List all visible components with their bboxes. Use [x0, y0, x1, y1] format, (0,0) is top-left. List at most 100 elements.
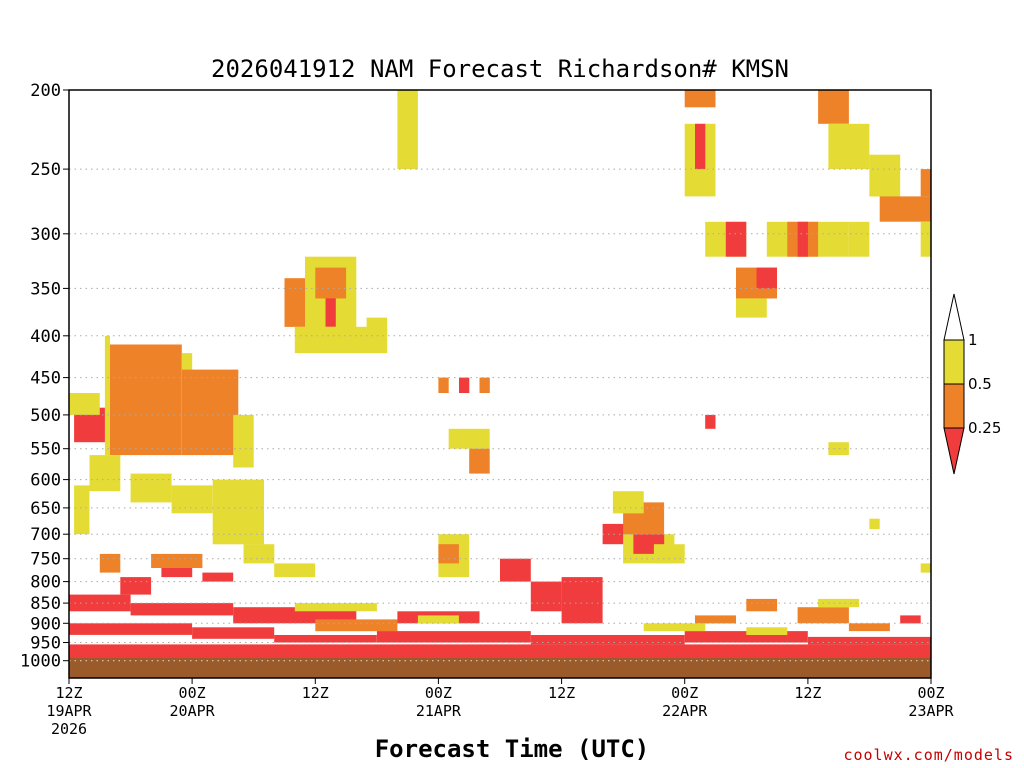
- y-tick-label-850: 850: [30, 594, 61, 614]
- richardson-cell-high: [448, 428, 490, 449]
- x-tick-label-7-line2: 23APR: [908, 702, 954, 720]
- richardson-cell-low: [797, 221, 808, 257]
- richardson-cell-mid: [110, 344, 182, 456]
- legend-swatch-mid: [943, 383, 965, 429]
- richardson-cell-mid: [848, 623, 890, 632]
- richardson-cell-low: [69, 623, 193, 635]
- chart-title: 2026041912 NAM Forecast Richardson# KMSN: [211, 55, 789, 83]
- richardson-cell-mid: [438, 377, 449, 393]
- richardson-cell-mid: [469, 448, 490, 474]
- y-tick-label-500: 500: [30, 406, 61, 426]
- richardson-cell-mid: [99, 553, 121, 573]
- x-tick-label-5-line1: 00Z: [671, 684, 698, 702]
- richardson-cell-high: [612, 491, 644, 514]
- x-tick-label-1-line1: 00Z: [179, 684, 206, 702]
- richardson-cell-mid: [684, 90, 716, 108]
- richardson-cell-mid: [438, 544, 459, 564]
- richardson-cell-high: [294, 603, 377, 612]
- richardson-cell-low: [900, 615, 921, 624]
- x-tick-label-5-line2: 22APR: [662, 702, 708, 720]
- richardson-cell-low: [192, 627, 275, 639]
- richardson-cell-low: [561, 577, 603, 624]
- legend-top-arrow: [943, 293, 965, 341]
- x-axis-label: Forecast Time (UTC): [375, 735, 650, 763]
- richardson-cell-mid: [181, 369, 239, 456]
- y-tick-label-200: 200: [30, 81, 61, 101]
- color-legend: 1 0.5 0.25: [943, 293, 1001, 475]
- plot-frame: [68, 89, 932, 679]
- richardson-cell-high: [212, 479, 264, 545]
- y-tick-label-400: 400: [30, 327, 61, 347]
- richardson-cell-low: [325, 298, 336, 327]
- richardson-cell-low: [725, 221, 747, 257]
- x-tick-label-4-line1: 12Z: [548, 684, 575, 702]
- richardson-cell-high: [643, 623, 706, 632]
- y-tick-label-600: 600: [30, 471, 61, 491]
- richardson-cell-high: [920, 563, 931, 573]
- ground-layer: [69, 657, 931, 678]
- y-tick-label-250: 250: [30, 160, 61, 180]
- richardson-cell-mid: [818, 90, 849, 124]
- richardson-cell-low: [756, 267, 777, 289]
- richardson-cell-mid: [284, 278, 305, 327]
- richardson-cell-high: [243, 544, 275, 564]
- x-tick-label-3-line2: 21APR: [416, 702, 462, 720]
- y-tick-label-650: 650: [30, 499, 61, 519]
- richardson-cell-high: [233, 414, 254, 468]
- richardson-cell-low: [459, 377, 470, 393]
- y-tick-label-800: 800: [30, 573, 61, 593]
- richardson-cell-low: [376, 631, 531, 643]
- y-tick-label-450: 450: [30, 369, 61, 389]
- richardson-cell-high: [869, 518, 880, 530]
- x-tick-label-1-line2: 20APR: [170, 702, 216, 720]
- x-tick-label-0-line3: 2026: [51, 720, 87, 738]
- richardson-cell-low: [705, 414, 716, 429]
- x-tick-label-7-line1: 00Z: [917, 684, 944, 702]
- richardson-cell-mid: [920, 169, 931, 197]
- richardson-cell-mid: [797, 607, 849, 624]
- richardson-cell-low: [69, 644, 931, 658]
- y-tick-label-950: 950: [30, 634, 61, 654]
- richardson-cell-high: [130, 473, 172, 503]
- richardson-cell-low: [161, 568, 193, 578]
- richardson-cell-low: [500, 558, 531, 582]
- x-tick-label-6-line1: 12Z: [794, 684, 821, 702]
- gridlines: [69, 168, 931, 662]
- plot-cells: [69, 90, 931, 658]
- legend-bottom-arrow: [943, 427, 965, 475]
- richardson-cell-high: [869, 154, 901, 197]
- richardson-cell-low: [807, 636, 931, 645]
- richardson-cell-low: [69, 594, 131, 612]
- y-tick-label-300: 300: [30, 225, 61, 245]
- y-tick-label-550: 550: [30, 440, 61, 460]
- richardson-cell-high: [274, 563, 316, 578]
- y-tick-label-700: 700: [30, 525, 61, 545]
- richardson-cell-high: [920, 221, 931, 257]
- credit-text: coolwx.com/models: [843, 746, 1014, 764]
- legend-label-0-25: 0.25: [968, 419, 1001, 437]
- richardson-cell-high: [828, 123, 870, 170]
- richardson-cell-mid: [315, 267, 347, 299]
- richardson-cell-high: [74, 485, 90, 535]
- richardson-cell-high: [848, 221, 870, 257]
- richardson-cell-mid: [695, 615, 736, 624]
- x-tick-label-3-line1: 00Z: [425, 684, 452, 702]
- ground-fill: [69, 657, 931, 678]
- richardson-cell-mid: [479, 377, 490, 393]
- richardson-cell-low: [202, 572, 234, 582]
- y-axis: 200 250 300 350 400 450 500 550 600 650 700 750 8008…: [20, 81, 69, 672]
- richardson-cell-high: [366, 317, 388, 345]
- richardson-cell-low: [120, 577, 152, 595]
- richardson-cell-high: [828, 442, 849, 456]
- richardson-cell-mid: [151, 553, 203, 568]
- richardson-cell-high: [397, 90, 418, 170]
- richardson-cell-high: [746, 627, 788, 635]
- richardson-cell-high: [417, 615, 459, 624]
- legend-swatch-high: [943, 339, 965, 385]
- legend-label-1: 1: [968, 331, 978, 349]
- richardson-cell-mid: [746, 598, 778, 612]
- richardson-cell-high: [104, 335, 110, 456]
- x-tick-label-0-line1: 12Z: [55, 684, 82, 702]
- richardson-cell-low: [530, 635, 685, 645]
